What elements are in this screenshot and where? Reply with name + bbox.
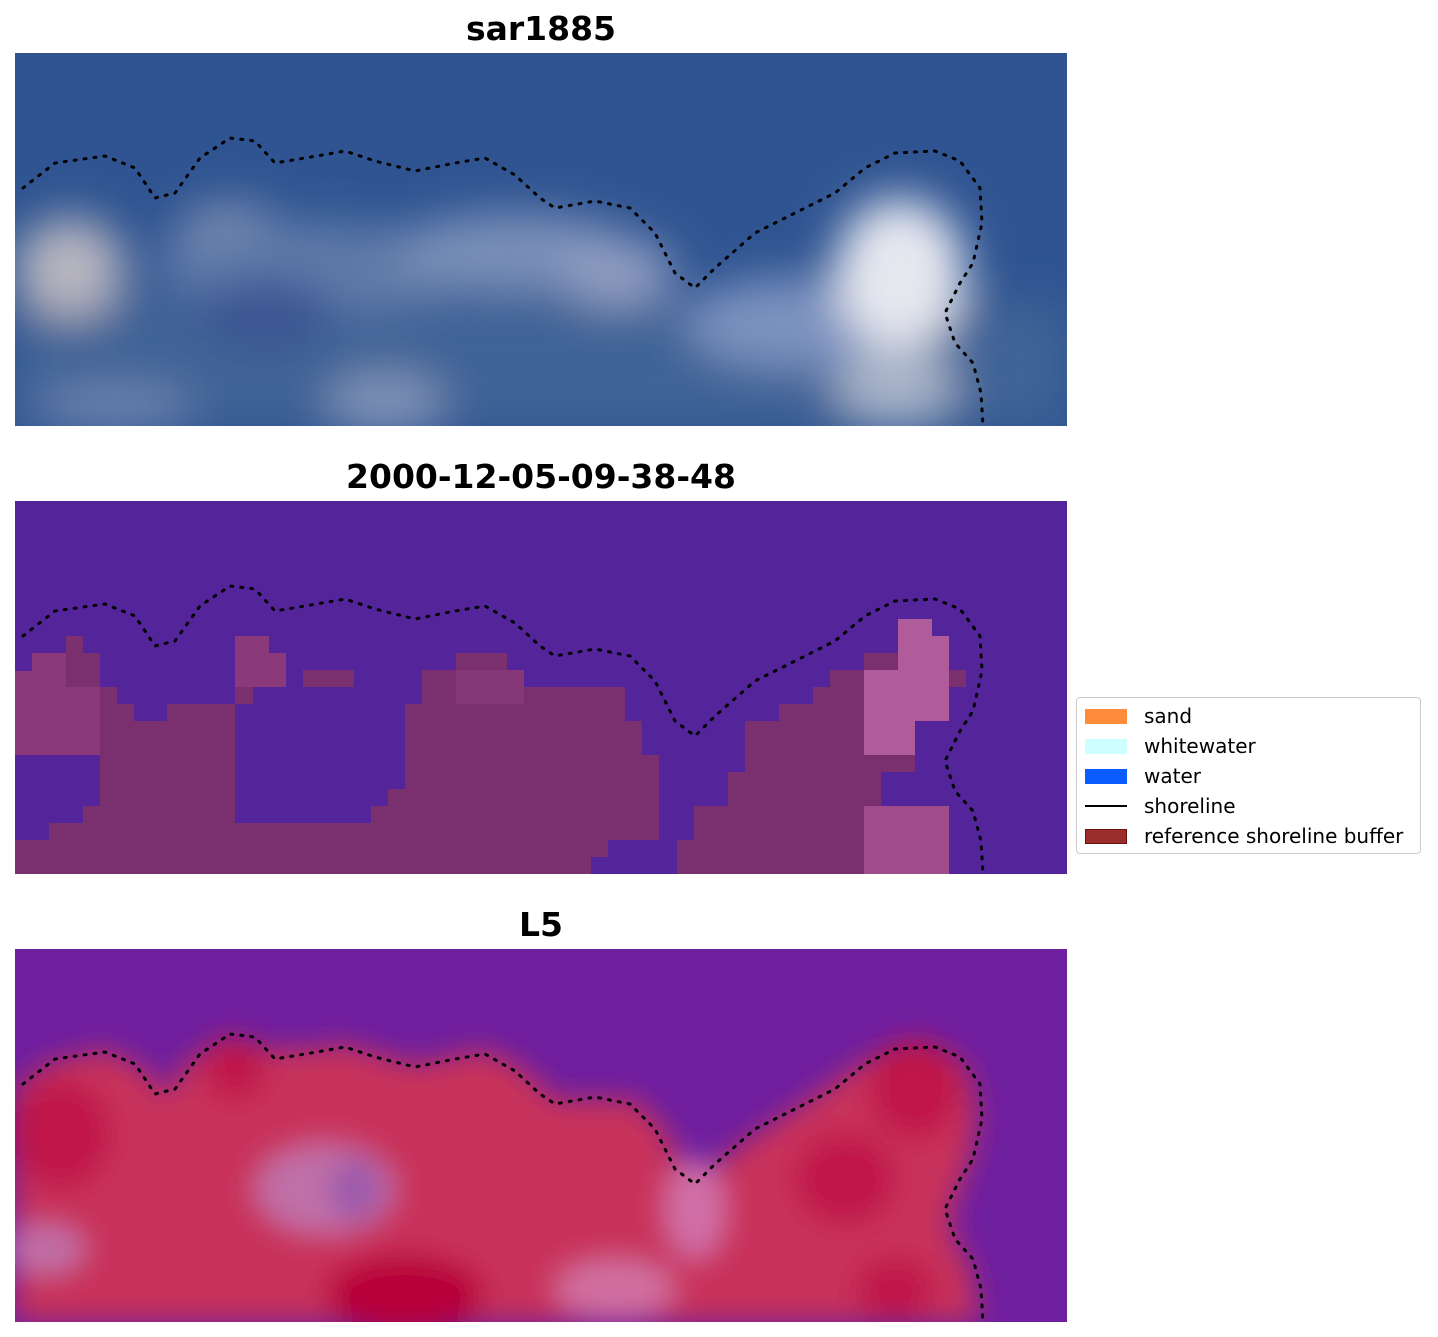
- classification-image: [15, 501, 1067, 874]
- legend-item-whitewater: whitewater: [1085, 734, 1256, 758]
- panel-title-index: L5: [519, 905, 563, 944]
- panel-title-classification: 2000-12-05-09-38-48: [346, 457, 736, 496]
- shoreline-line-swatch: [1085, 805, 1127, 807]
- legend-label: water: [1144, 764, 1201, 788]
- legend-label: whitewater: [1144, 734, 1256, 758]
- legend: sand whitewater water shoreline referenc…: [1076, 697, 1421, 854]
- rgb-image: [15, 53, 1067, 426]
- sand-swatch: [1085, 708, 1127, 724]
- rgb-image-panel: [15, 53, 1067, 426]
- water-swatch: [1085, 768, 1127, 784]
- legend-item-shoreline: shoreline: [1085, 794, 1236, 818]
- legend-item-sand: sand: [1085, 704, 1192, 728]
- shoreline-path: [21, 584, 985, 874]
- index-panel: [15, 949, 1067, 1322]
- reference-buffer-swatch: [1085, 828, 1127, 844]
- whitewater-swatch: [1085, 738, 1127, 754]
- panel-title-rgb: sar1885: [465, 9, 617, 48]
- legend-item-reference-buffer: reference shoreline buffer: [1085, 824, 1403, 848]
- index-image: [15, 949, 1067, 1322]
- legend-label: shoreline: [1144, 794, 1236, 818]
- classification-panel: [15, 501, 1067, 874]
- shoreline-path: [21, 1032, 985, 1322]
- shoreline-path: [21, 136, 985, 426]
- legend-item-water: water: [1085, 764, 1201, 788]
- legend-label: sand: [1144, 704, 1193, 728]
- legend-label: reference shoreline buffer: [1144, 824, 1404, 848]
